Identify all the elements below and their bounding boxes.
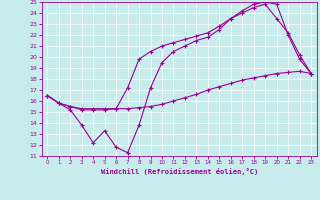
X-axis label: Windchill (Refroidissement éolien,°C): Windchill (Refroidissement éolien,°C)	[100, 168, 258, 175]
